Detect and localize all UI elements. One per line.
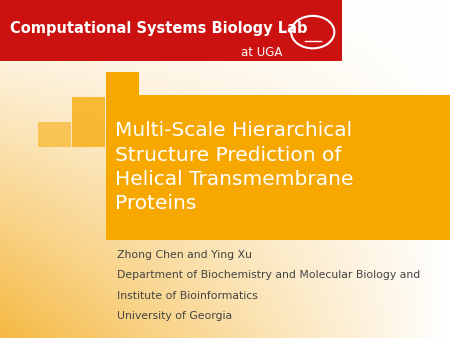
Bar xyxy=(0,0,342,61)
Bar xyxy=(106,122,139,147)
Text: Institute of Bioinformatics: Institute of Bioinformatics xyxy=(117,291,258,301)
Text: Multi-Scale Hierarchical
Structure Prediction of
Helical Transmembrane
Proteins: Multi-Scale Hierarchical Structure Predi… xyxy=(115,121,353,213)
Bar xyxy=(106,95,450,240)
Text: at UGA: at UGA xyxy=(241,46,282,59)
Bar xyxy=(106,97,139,122)
Text: Department of Biochemistry and Molecular Biology and: Department of Biochemistry and Molecular… xyxy=(117,270,420,281)
Text: Computational Systems Biology Lab: Computational Systems Biology Lab xyxy=(10,21,307,36)
Bar xyxy=(106,72,139,96)
Text: University of Georgia: University of Georgia xyxy=(117,311,232,321)
Bar xyxy=(72,97,105,122)
Bar xyxy=(72,122,105,147)
Bar xyxy=(38,122,71,147)
Text: Zhong Chen and Ying Xu: Zhong Chen and Ying Xu xyxy=(117,250,252,260)
